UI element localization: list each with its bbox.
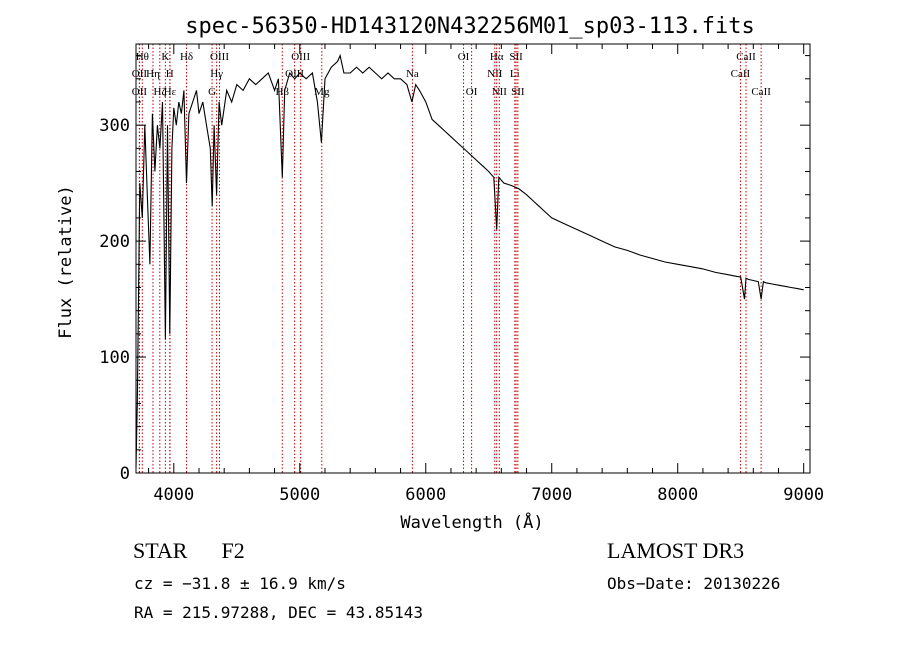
line-marker-label: Hβ — [275, 86, 289, 98]
line-marker-label: NII — [492, 86, 508, 98]
line-marker-label: CaII — [736, 51, 756, 63]
y-tick-label: 0 — [120, 464, 130, 484]
line-marker-label: Hα — [490, 51, 504, 63]
line-marker-label: Mg — [314, 86, 330, 98]
line-marker-label: Hε — [164, 86, 177, 98]
line-marker-label: OI — [466, 86, 478, 98]
line-marker-label: SII — [511, 86, 525, 98]
line-marker-label: OI — [458, 51, 470, 63]
subclass-label: F2 — [221, 538, 245, 563]
y-tick-label: 200 — [99, 232, 130, 252]
survey-label: LAMOST DR3 — [607, 538, 745, 563]
line-marker-label: Li — [510, 68, 520, 80]
x-tick-label: 5000 — [279, 485, 320, 505]
plot-frame — [135, 43, 811, 474]
y-tick-label: 300 — [99, 116, 130, 136]
y-axis-ticks: 0 100 200 300 — [99, 55, 810, 484]
line-markers: HθOIIOIIHηHζKHHεHδGHγOIIIHβOIIIOIIIMgNaO… — [132, 44, 771, 473]
line-marker-label: NII — [487, 68, 503, 80]
redshift-line: cz = −31.8 ± 16.9 km/s — [134, 574, 346, 593]
x-tick-label: 7000 — [531, 485, 572, 505]
x-tick-label: 9000 — [783, 485, 824, 505]
line-marker-label: OIII — [210, 51, 229, 63]
class-label: STAR — [133, 538, 188, 563]
line-marker-label: OIII — [285, 68, 304, 80]
chart-title: spec-56350-HD143120N432256M01_sp03-113.f… — [185, 14, 755, 39]
line-marker-label: Hζ — [154, 86, 167, 98]
x-tick-label: 8000 — [657, 485, 698, 505]
line-marker-label: OII — [132, 86, 148, 98]
line-marker-label: CaII — [751, 86, 771, 98]
line-marker-label: Hγ — [210, 68, 223, 80]
line-marker-label: OIII — [291, 51, 310, 63]
line-marker-label: CaII — [731, 68, 751, 80]
line-marker-label: Hθ — [136, 51, 149, 63]
line-marker-label: Hδ — [180, 51, 193, 63]
spectrum-line — [135, 53, 804, 468]
x-axis-ticks: 4000 5000 6000 7000 8000 9000 — [148, 44, 824, 505]
coordinates-line: RA = 215.97288, DEC = 43.85143 — [134, 603, 423, 622]
line-marker-label: K — [161, 51, 169, 63]
line-marker-label: G — [208, 86, 216, 98]
line-marker-label: Hη — [146, 68, 160, 80]
obs-date-line: Obs−Date: 20130226 — [607, 574, 781, 593]
y-tick-label: 100 — [99, 348, 130, 368]
line-marker-label: H — [166, 68, 174, 80]
x-tick-label: 6000 — [405, 485, 446, 505]
line-marker-label: Na — [406, 68, 419, 80]
x-axis-label: Wavelength (Å) — [400, 511, 543, 533]
y-axis-label: Flux (relative) — [56, 185, 76, 339]
star-class: STAR F2 — [133, 538, 245, 564]
line-marker-label: SII — [509, 51, 523, 63]
x-tick-label: 4000 — [153, 485, 194, 505]
